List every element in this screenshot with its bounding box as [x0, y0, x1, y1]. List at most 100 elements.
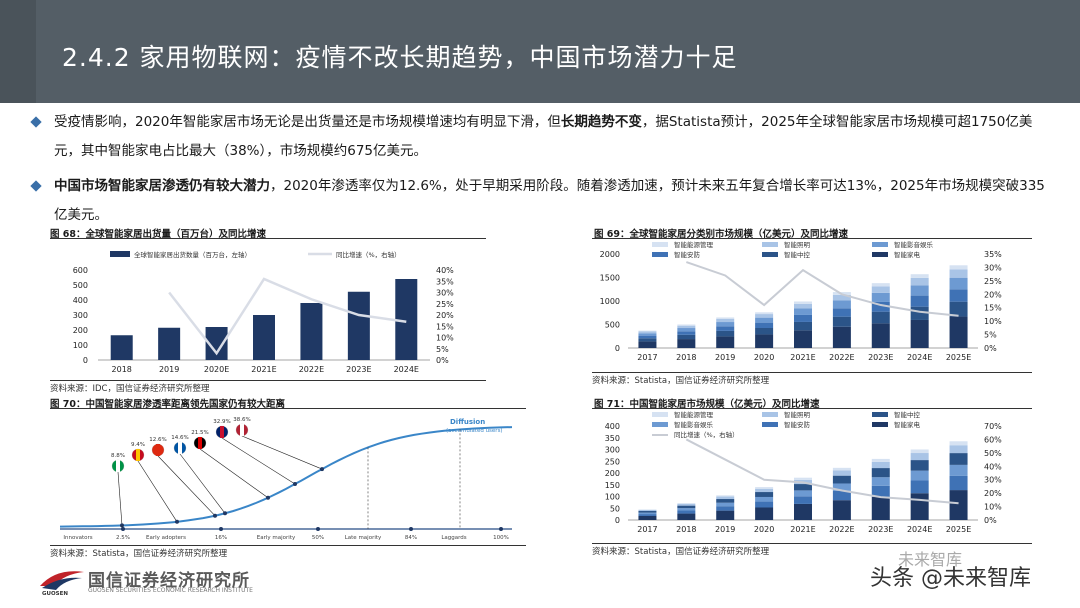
- fig71-bar-segment: [755, 501, 774, 508]
- fig68-left-tick: 100: [73, 341, 88, 350]
- fig69-right-tick: 30%: [984, 263, 1002, 272]
- fig69-right-tick: 25%: [984, 277, 1002, 286]
- fig71-bar-segment: [638, 514, 657, 516]
- page-title: 2.4.2 家用物联网：疫情不改长期趋势，中国市场潜力十足: [62, 43, 738, 72]
- fig71-bar-segment: [794, 496, 812, 504]
- fig71-left-tick: 0: [615, 516, 620, 525]
- fig71-bar-segment: [794, 484, 812, 491]
- fig69-bar-segment: [910, 295, 929, 307]
- fig70-flag-band: [240, 424, 244, 436]
- fig68-legend-line-label: 同比增速（%，右轴）: [336, 250, 401, 259]
- fig70-flag-pct: 38.6%: [233, 417, 250, 423]
- fig70-flag-pointer: [241, 435, 323, 470]
- fig68-x-label: 2018: [112, 365, 132, 374]
- fig71-left-tick: 400: [605, 422, 620, 431]
- fig69-bar-segment: [949, 265, 968, 270]
- fig69-x-label: 2020: [754, 353, 774, 362]
- fig70-curve-marker: [266, 495, 270, 500]
- fig69-legend-label: 智能照明: [784, 240, 811, 249]
- fig68-right-tick: 0%: [436, 356, 449, 365]
- fig69-x-label: 2018: [676, 353, 696, 362]
- fig71-bar-segment: [755, 496, 774, 502]
- fig68-left-tick: 500: [73, 281, 88, 290]
- fig71-bar-segment: [832, 470, 851, 476]
- fig71-bar-segment: [794, 503, 812, 520]
- fig69-x-label: 2019: [715, 353, 735, 362]
- fig69-bar-segment: [871, 286, 890, 293]
- fig71-bar-segment: [638, 509, 657, 512]
- fig69-bar-segment: [794, 308, 812, 315]
- fig71-rule: [592, 408, 1032, 409]
- bullet-1-text: 受疫情影响，2020年智能家居市场无论是出货量还是市场规模增速均有明显下滑，但长…: [54, 114, 1033, 159]
- fig71-bar-segment: [871, 477, 890, 486]
- fig69-bar-segment: [871, 301, 890, 312]
- fig71-left-tick: 100: [605, 493, 620, 502]
- fig70-flag-band: [136, 449, 140, 461]
- fig71-legend-swatch: [762, 422, 778, 427]
- fig71-x-label: 2021E: [790, 525, 815, 534]
- fig69-bar-segment: [677, 328, 696, 332]
- fig70-diffusion-curve: [59, 426, 513, 528]
- fig71-legend-swatch: [872, 422, 888, 427]
- fig70-axis-label: 50%: [312, 535, 324, 541]
- fig69-rule-bottom: [592, 372, 1032, 373]
- fig70-curve-marker: [293, 482, 297, 487]
- fig69-bar-segment: [716, 336, 735, 348]
- fig68-bar: [300, 303, 323, 360]
- fig70-rule: [50, 408, 526, 409]
- fig68-legend-bar-swatch: [110, 251, 130, 257]
- fig70-curve-marker: [175, 519, 179, 524]
- fig71-right-tick: 40%: [984, 462, 1002, 471]
- fig70-rule-bottom: [50, 545, 526, 546]
- fig71-bar-segment: [755, 488, 774, 493]
- fig70-flag-pointer: [221, 437, 296, 485]
- fig69-legend-label: 智能影音娱乐: [894, 240, 934, 249]
- watermark-small: 未来智库: [898, 550, 963, 569]
- fig70-title: 图 70：中国智能家居渗透率距离领先国家仍有较大距离: [50, 399, 286, 410]
- fig70-flag-band: [116, 460, 120, 472]
- fig69-bar-segment: [871, 311, 890, 324]
- fig68-title: 图 68：全球智能家居出货量（百万台）及同比增速: [50, 229, 267, 240]
- fig71-left-tick: 200: [605, 469, 620, 478]
- fig71-bar-segment: [755, 492, 774, 497]
- fig68-left-tick: 600: [73, 266, 88, 275]
- fig70-chart: Diffusion (accumulated users) 8.8% 9.4% 12.6…: [59, 417, 513, 541]
- fig71-bar-segment: [871, 485, 890, 497]
- fig68-growth-line: [168, 277, 407, 356]
- fig69-bar-segment: [910, 319, 929, 348]
- fig71-legend-swatch: [652, 422, 668, 427]
- fig70-flag-pct: 8.8%: [111, 453, 125, 459]
- fig69-bar-segment: [638, 338, 657, 342]
- fig69-bar-segment: [677, 339, 696, 348]
- fig69-bar-segment: [832, 316, 851, 327]
- fig68-bar: [110, 335, 133, 360]
- fig68-bar: [205, 327, 228, 360]
- svg-text:GUOSEN: GUOSEN: [42, 591, 68, 596]
- fig69-bar-segment: [716, 330, 735, 337]
- fig69-bar-segment: [677, 334, 696, 340]
- header-accent: [0, 0, 36, 103]
- fig68-right-tick: 15%: [436, 322, 454, 331]
- fig71-left-tick: 150: [605, 481, 620, 490]
- fig70-flag-pct: 21.5%: [191, 430, 208, 436]
- fig69-bar-segment: [949, 316, 968, 348]
- fig70-source: 资料来源：Statista，国信证券经济研究所整理: [50, 549, 228, 559]
- fig69-right-tick: 5%: [984, 331, 997, 340]
- fig69-legend-label: 智能安防: [674, 250, 701, 259]
- fig71-bar-segment: [910, 493, 929, 520]
- fig68-bar: [253, 315, 275, 360]
- fig71-bar-segment: [638, 509, 657, 510]
- fig69-legend-label: 智能家电: [894, 250, 921, 259]
- fig69-legend-swatch: [872, 242, 888, 247]
- fig71-left-tick: 250: [605, 457, 620, 466]
- fig69-bar-segment: [677, 325, 696, 329]
- fig69-left-tick: 500: [605, 321, 620, 330]
- fig69-title: 图 69：全球智能家居分类别市场规模（亿美元）及同比增速: [594, 229, 849, 240]
- fig69-bar-segment: [871, 323, 890, 348]
- fig71-bar-segment: [677, 503, 696, 504]
- fig70-curve-marker: [213, 513, 217, 518]
- fig70-axis-label: Late majority: [345, 535, 382, 541]
- fig68-chart: 全球智能家居出货数量（百万台，左轴） 同比增速（%，右轴） 0 100 200 300 40…: [73, 250, 454, 374]
- fig69-right-tick: 0%: [984, 344, 997, 353]
- fig70-axis-label: 84%: [405, 535, 417, 541]
